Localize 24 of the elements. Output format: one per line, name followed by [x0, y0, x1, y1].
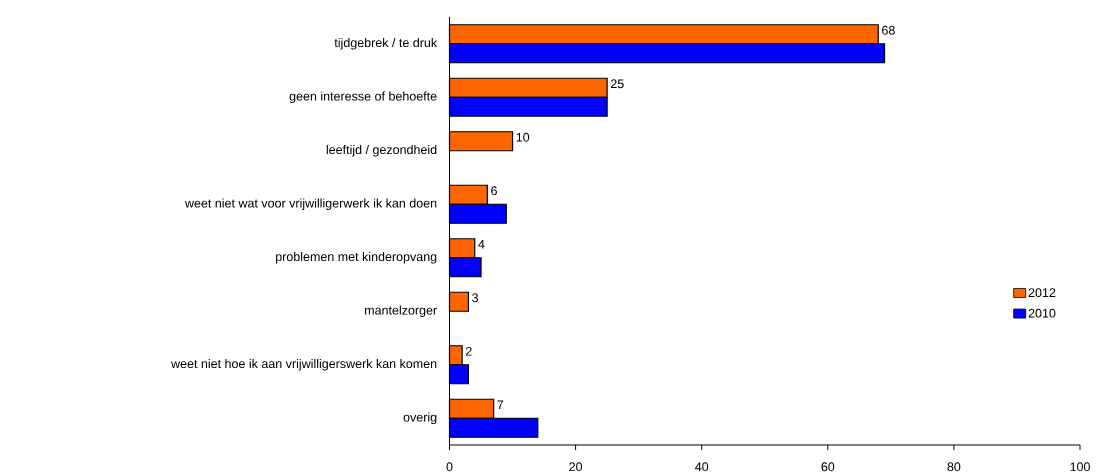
y-tick-label: weet niet hoe ik aan vrijwilligerswerk kan komen — [171, 358, 437, 371]
data-label: 3 — [472, 293, 479, 302]
data-label: 4 — [478, 239, 485, 249]
y-tick-label: mantelzorger — [365, 305, 437, 317]
legend-label: 2012 — [1028, 287, 1056, 297]
data-label: 6 — [491, 186, 497, 195]
y-tick-label: weet niet wat voor vrijwilligerwerk ik kan doen — [184, 198, 437, 210]
data-label: 25 — [610, 79, 624, 88]
legend-label: 2010 — [1028, 308, 1056, 318]
y-tick-label: tijdgebrek / te druk — [334, 37, 438, 50]
y-tick-label: geen interesse of behoefte — [289, 91, 437, 103]
data-label: 68 — [882, 25, 895, 35]
x-tick-label: 20 — [569, 462, 583, 472]
data-label: 7 — [497, 400, 504, 409]
y-tick-label: problemen met kinderopvang — [276, 251, 437, 264]
y-tick-label: leeftijd / gezondheid — [326, 144, 437, 157]
data-label: 2 — [465, 346, 472, 356]
x-tick-label: 40 — [695, 462, 709, 472]
y-tick-label: overig — [403, 412, 437, 424]
data-label: 10 — [516, 132, 530, 142]
x-tick-label: 80 — [947, 462, 961, 472]
x-tick-label: 60 — [821, 462, 835, 472]
x-tick-label: 0 — [446, 462, 453, 472]
x-tick-label: 100 — [1070, 462, 1090, 472]
